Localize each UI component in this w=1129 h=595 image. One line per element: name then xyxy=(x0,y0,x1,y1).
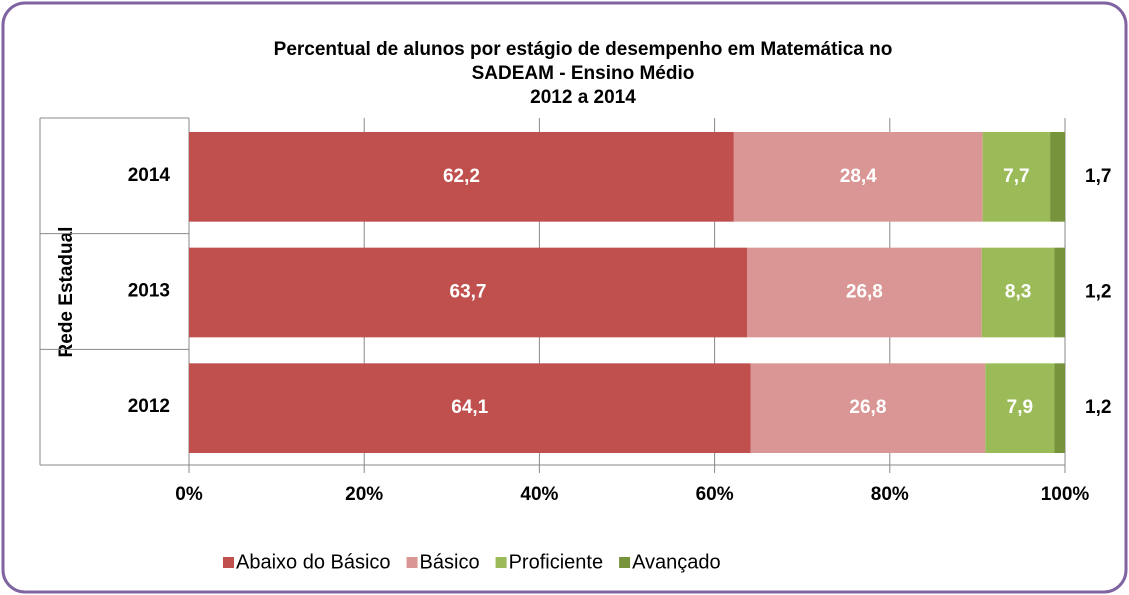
value-label: 1,2 xyxy=(1085,397,1111,418)
y-tick-label: 2013 xyxy=(128,281,170,302)
value-label: 7,7 xyxy=(1003,166,1029,187)
bar xyxy=(982,132,1051,222)
x-tick-label: 80% xyxy=(871,484,909,505)
value-label: 1,2 xyxy=(1085,282,1111,303)
y-axis-label: Rede Estadual xyxy=(56,227,77,358)
legend-label: Proficiente xyxy=(509,551,604,573)
bar xyxy=(733,132,983,222)
bar xyxy=(1054,247,1065,338)
legend-label: Abaixo do Básico xyxy=(236,551,391,573)
legend-swatch xyxy=(495,557,507,568)
y-tick-label: 2014 xyxy=(128,165,171,186)
x-tick-label: 20% xyxy=(345,484,383,505)
x-tick-label: 40% xyxy=(520,484,558,505)
legend-swatch xyxy=(619,557,631,568)
value-label: 7,9 xyxy=(1007,397,1033,418)
legend-label: Básico xyxy=(420,551,480,573)
x-tick-label: 0% xyxy=(175,484,203,505)
x-tick-label: 60% xyxy=(696,484,734,505)
legend-label: Avançado xyxy=(632,551,721,573)
x-tick-label: 100% xyxy=(1041,484,1090,505)
value-label: 26,8 xyxy=(846,282,883,303)
bar xyxy=(747,247,982,338)
bar xyxy=(981,247,1055,338)
value-label: 63,7 xyxy=(450,282,487,303)
bar xyxy=(985,363,1055,453)
value-label: 28,4 xyxy=(840,166,877,187)
value-label: 62,2 xyxy=(443,166,480,187)
chart-title: Percentual de alunos por estágio de dese… xyxy=(274,39,893,60)
bar xyxy=(1054,363,1065,453)
value-label: 26,8 xyxy=(849,397,886,418)
chart-title: SADEAM - Ensino Médio xyxy=(472,63,695,84)
bar xyxy=(189,247,748,338)
bar xyxy=(750,363,986,453)
bar xyxy=(189,132,734,222)
value-label: 8,3 xyxy=(1005,282,1031,303)
y-tick-label: 2012 xyxy=(128,396,170,417)
legend-swatch xyxy=(406,557,418,568)
chart-title: 2012 a 2014 xyxy=(530,87,636,108)
value-label: 1,7 xyxy=(1085,166,1111,187)
bar xyxy=(1050,132,1065,222)
bar xyxy=(189,363,751,453)
legend-swatch xyxy=(223,557,234,568)
value-label: 64,1 xyxy=(451,397,488,418)
